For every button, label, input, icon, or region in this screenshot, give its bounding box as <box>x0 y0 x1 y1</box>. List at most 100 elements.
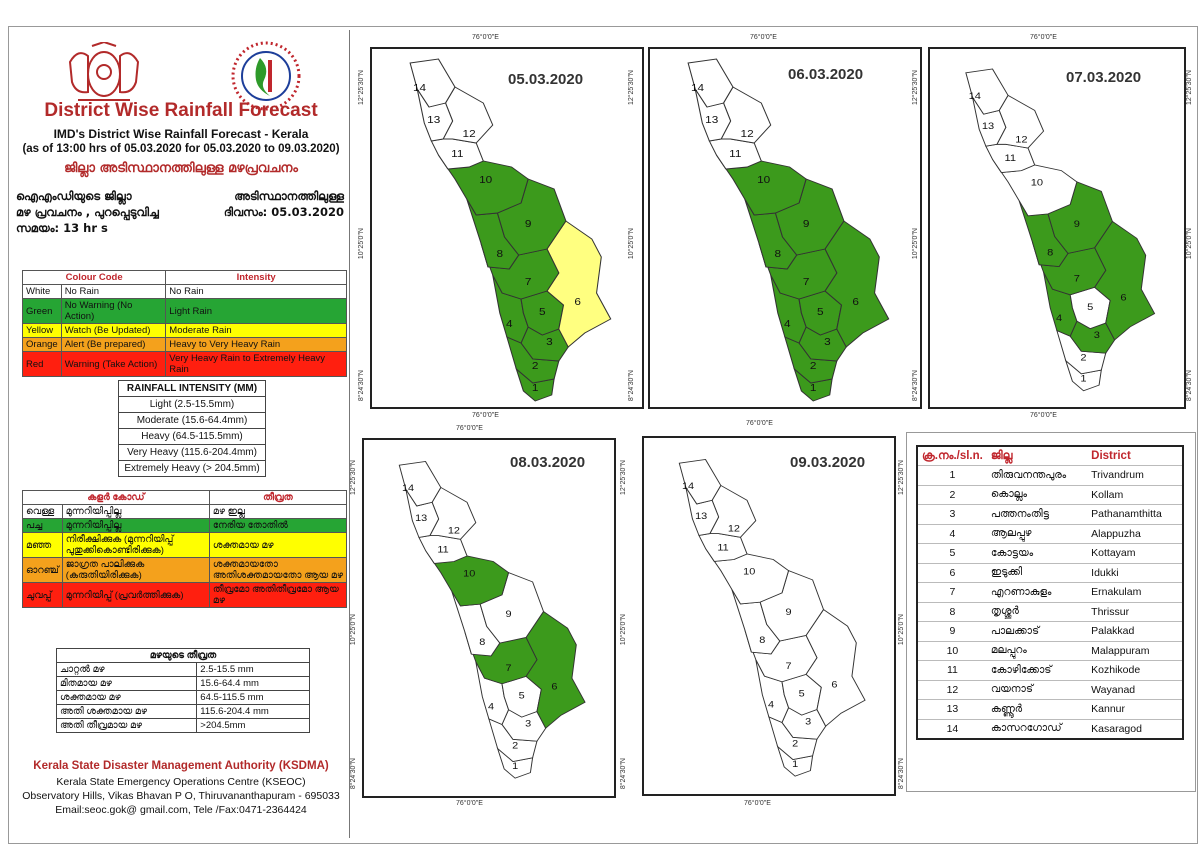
rainfall-intensity-header: RAINFALL INTENSITY (MM) <box>118 380 266 397</box>
district-14 <box>409 58 456 108</box>
table-row: 8 തൃശ്ശൂർ Thrissur <box>917 602 1183 622</box>
code-cell: നിരീക്ഷിക്കുക (മുന്നറിയിപ്പ് പുതുക്കികൊണ… <box>61 532 210 558</box>
footer-address: Observatory Hills, Vikas Bhavan P O, Thi… <box>22 790 340 802</box>
district-number-label: 6 <box>831 680 837 690</box>
district-number-label: 11 <box>1005 154 1017 164</box>
district-number-label: 14 <box>413 83 426 94</box>
ml-intensity-label: മിതമായ മഴ <box>55 676 198 691</box>
district-number-label: 4 <box>506 319 513 330</box>
ml-district-name: തിരുവനന്തപുരം <box>986 465 1088 486</box>
sl-no: 12 <box>917 680 987 700</box>
district-number-label: 8 <box>775 249 782 260</box>
colour-cell: മഞ്ഞ <box>22 532 63 558</box>
table-row: 11 കോഴിക്കോട് Kozhikode <box>917 660 1183 681</box>
district-14 <box>687 58 734 108</box>
district-name: Kannur <box>1087 699 1183 720</box>
ml-line2b: ദിവസം: 05.03.2020 <box>223 205 344 219</box>
district-number-label: 14 <box>691 83 704 94</box>
sl-no: 9 <box>917 621 987 642</box>
district-number-label: 13 <box>982 122 995 132</box>
ml-district-name: കൊല്ലം <box>986 485 1088 505</box>
district-number-label: 13 <box>695 511 708 521</box>
district-number-label: 2 <box>1080 353 1086 363</box>
ml-district-header: ജില്ല <box>986 446 1088 466</box>
table-row: 5 കോട്ടയം Kottayam <box>917 543 1183 564</box>
code-cell: No Rain <box>60 284 167 299</box>
code-cell: Alert (Be prepared) <box>60 337 167 352</box>
ml-intensity-range: 64.5-115.5 mm <box>196 690 310 705</box>
district-number-label: 2 <box>792 739 798 749</box>
lat-label: 8°24'30"N <box>1186 370 1193 402</box>
district-number-label: 12 <box>728 524 741 534</box>
forecast-map: 1 2 3 4 5 6 7 8 9 10 11 12 13 14 07.03.2020 <box>928 47 1186 409</box>
district-number-label: 4 <box>784 319 791 330</box>
district-number-label: 13 <box>427 115 440 126</box>
intensity-row: Heavy (64.5-115.5mm) <box>118 428 266 445</box>
district-number-label: 9 <box>1074 220 1080 230</box>
district-number-label: 1 <box>810 383 817 394</box>
sl-no: 4 <box>917 524 987 544</box>
district-number-label: 9 <box>786 608 792 618</box>
district-name: Kollam <box>1087 485 1183 505</box>
district-header: District <box>1087 446 1183 466</box>
colour-cell: ഓറഞ്ച് <box>22 557 63 583</box>
ml-intensity-table: മഴയുടെ തീവ്രത ചാറ്റൽ മഴ 2.5-15.5 mm മിതമാ… <box>55 648 310 733</box>
lat-label: 8°24'30"N <box>620 758 627 790</box>
ml-intensity-label: അതി തീവ്രമായ മഴ <box>55 718 198 733</box>
sl-no: 8 <box>917 602 987 622</box>
lon-label: 76°0'0"E <box>1030 34 1057 41</box>
ml-line1b: അടിസ്ഥാനത്തിലുള്ള <box>234 189 344 203</box>
table-row: പച്ച മുന്നറിയിപ്പില്ല നേരിയ തോതിൽ <box>22 518 348 533</box>
lon-label: 76°0'0"E <box>744 800 771 807</box>
table-row: 12 വയനാട് Wayanad <box>917 680 1183 700</box>
sl-no: 14 <box>917 719 987 739</box>
map-date: 05.03.2020 <box>508 71 584 88</box>
table-row: 14 കാസറഗോഡ് Kasaragod <box>917 719 1183 739</box>
ml-intensity-range: 15.6-64.4 mm <box>196 676 310 691</box>
district-number-label: 8 <box>497 249 504 260</box>
table-row: Yellow Watch (Be Updated) Moderate Rain <box>22 323 347 338</box>
district-number-label: 5 <box>519 691 525 701</box>
ml-district-name: ആലപ്പുഴ <box>986 524 1088 544</box>
district-number-label: 2 <box>810 361 817 372</box>
colour-cell: ചുവപ്പ് <box>22 582 63 608</box>
district-number-label: 10 <box>757 175 770 186</box>
lon-label: 76°0'0"E <box>750 34 777 41</box>
table-row: White No Rain No Rain <box>22 284 347 299</box>
table-row: Orange Alert (Be prepared) Heavy to Very H… <box>22 337 347 352</box>
lat-label: 10°25'0"N <box>898 614 905 646</box>
ml-district-name: വയനാട് <box>986 680 1088 700</box>
district-table-frame <box>906 432 1196 792</box>
colour-cell: White <box>22 284 62 299</box>
ksdma-logo-icon <box>231 41 301 111</box>
forecast-map: 1 2 3 4 5 6 7 8 9 10 11 12 13 14 06.03.2020 <box>648 47 922 409</box>
ml-issue-info: ഐഎംഡിയുടെ ജില്ലാ അടിസ്ഥാനത്തിലുള്ള മഴ പ്ര… <box>16 188 350 236</box>
lat-label: 12°25'30"N <box>1186 70 1193 106</box>
district-name: Trivandrum <box>1087 465 1183 486</box>
intensity-cell: മഴ ഇല്ല <box>208 504 348 519</box>
district-number-label: 7 <box>525 277 532 288</box>
colour-cell: വെള്ള <box>22 504 63 519</box>
district-number-label: 8 <box>759 636 765 646</box>
district-number-label: 2 <box>532 361 539 372</box>
table-row: ഓറഞ്ച് ജാഗ്രത പാലിക്കുക (കരുതിയിരിക്കുക) ശ… <box>22 557 348 583</box>
district-number-label: 3 <box>546 337 553 348</box>
district-name: Pathanamthitta <box>1087 504 1183 525</box>
table-row: 6 ഇടുക്കി Idukki <box>917 563 1183 583</box>
district-number-label: 9 <box>803 219 810 230</box>
district-name: Kasaragod <box>1087 719 1183 739</box>
sl-no-header: ക്ര.നം./sl.n. <box>917 446 987 466</box>
ml-colour-code-header: കളർ കോഡ് <box>22 490 210 505</box>
intensity-row: Extremely Heavy (> 204.5mm) <box>118 460 266 477</box>
district-number-label: 5 <box>539 307 546 318</box>
map-date: 07.03.2020 <box>1066 69 1142 86</box>
code-cell: മുന്നറിയിപ്പ് (പ്രവർത്തിക്കുക) <box>61 582 210 608</box>
ml-intensity-range: >204.5mm <box>196 718 310 733</box>
district-number-label: 2 <box>512 741 518 751</box>
ml-district-name: പത്തനംതിട്ട <box>986 504 1088 525</box>
table-row: Red Warning (Take Action) Very Heavy Rain … <box>22 351 347 377</box>
table-row: വെള്ള മുന്നറിയിപ്പില്ല മഴ ഇല്ല <box>22 504 348 519</box>
intensity-cell: Heavy to Very Heavy Rain <box>165 337 347 352</box>
district-number-label: 5 <box>799 689 805 699</box>
colour-cell: പച്ച <box>22 518 63 533</box>
